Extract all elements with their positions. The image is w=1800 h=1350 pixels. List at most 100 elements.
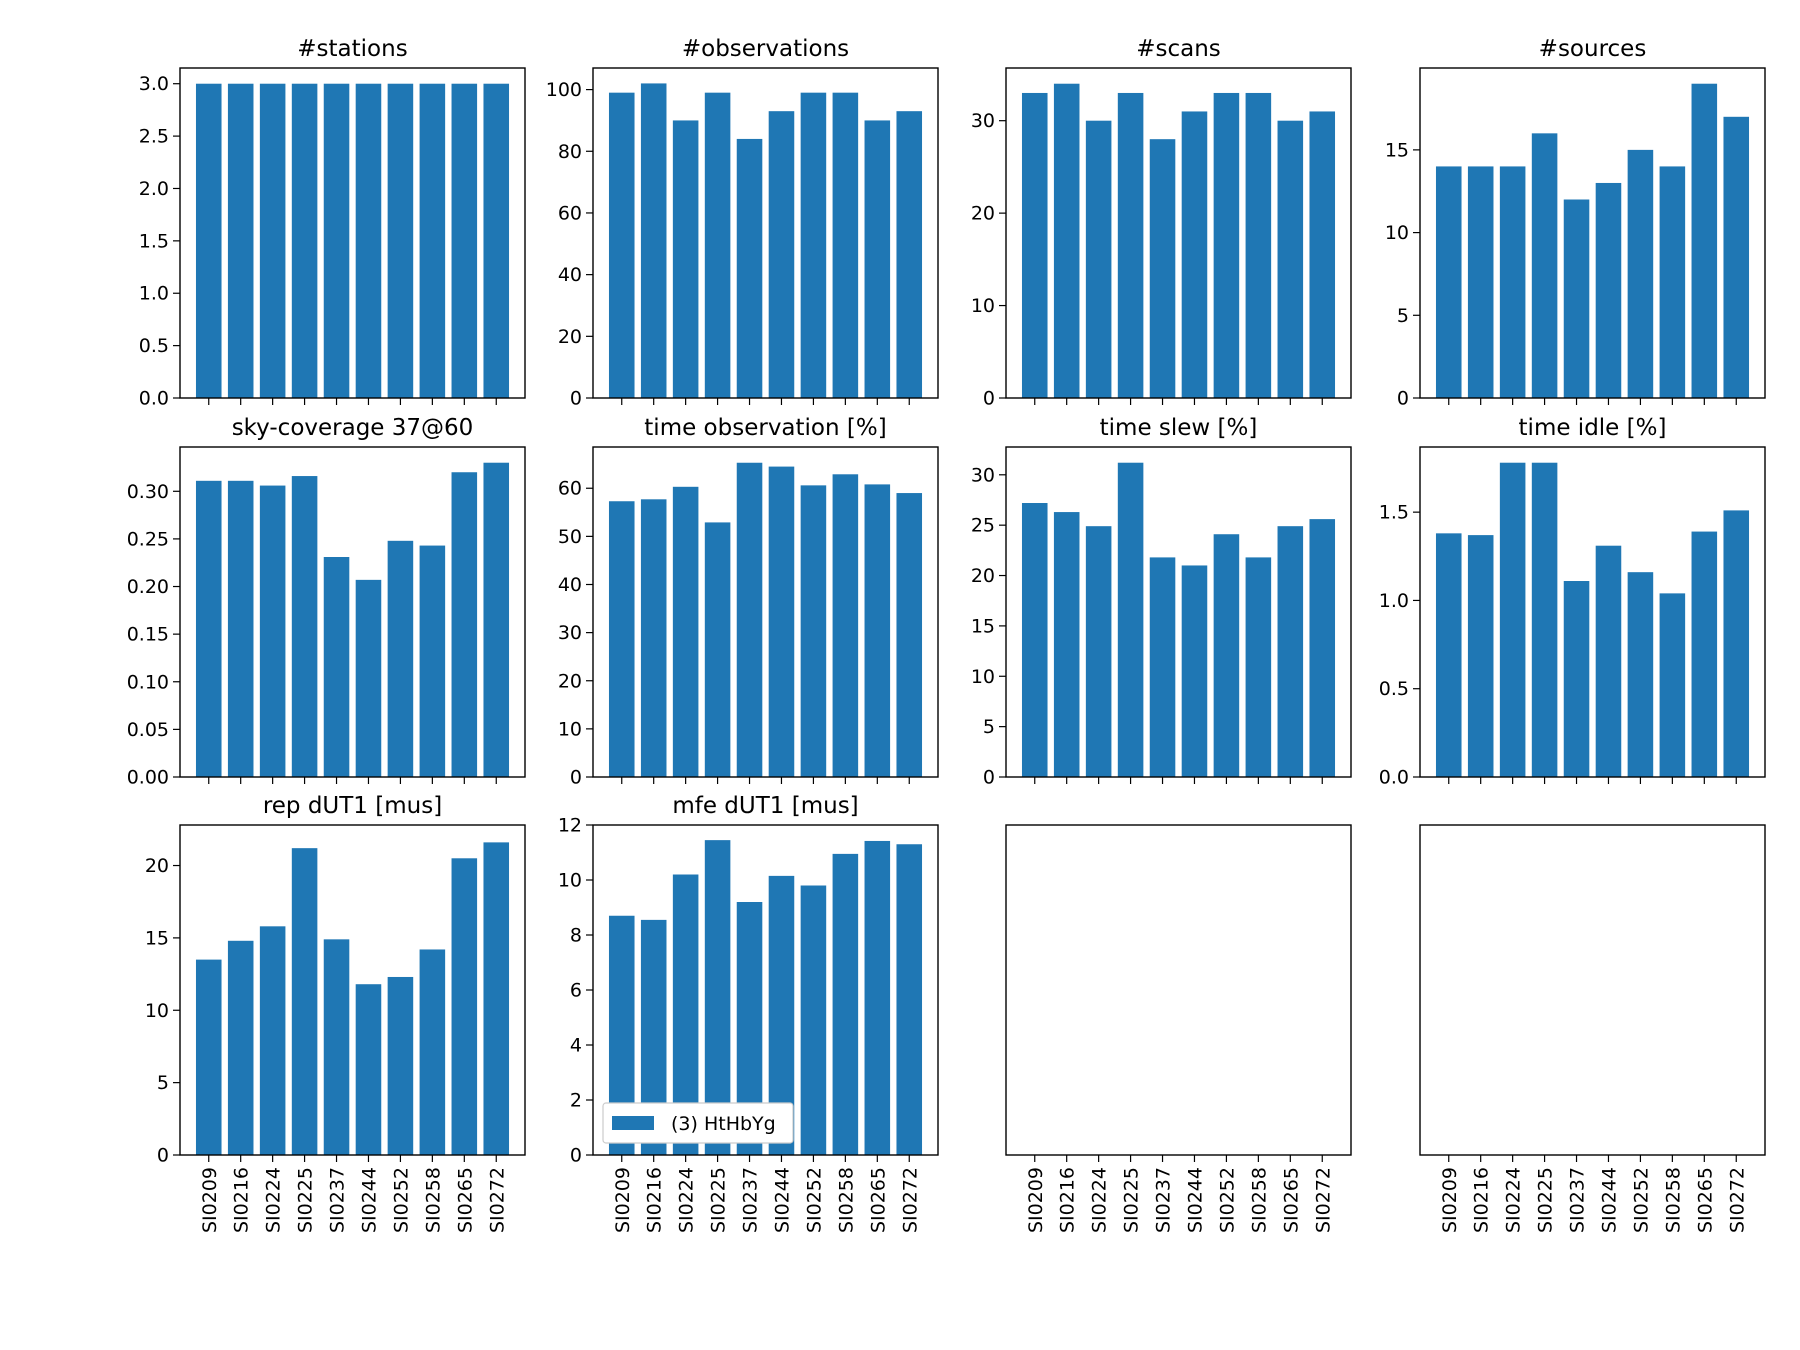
y-tick-label: 30 xyxy=(558,622,582,644)
bar-si0224 xyxy=(259,926,286,1155)
y-tick-label: 0.30 xyxy=(127,481,169,503)
y-tick-label: 0 xyxy=(570,388,582,410)
y-tick-label: 1.5 xyxy=(1379,502,1409,524)
bar-si0237 xyxy=(1563,199,1590,398)
bar-si0209 xyxy=(1021,503,1048,777)
x-tick-label-si0224: SI0224 xyxy=(676,1167,698,1233)
bar-si0258 xyxy=(419,83,446,399)
axes-frame xyxy=(1005,67,1352,399)
legend-swatch xyxy=(612,1116,654,1130)
x-tick-label-si0265: SI0265 xyxy=(454,1167,476,1233)
x-tick-label-si0258: SI0258 xyxy=(1248,1167,1270,1233)
y-tick-label: 20 xyxy=(971,565,995,587)
bar-si0252 xyxy=(1213,92,1240,399)
y-tick-label: 0 xyxy=(1397,388,1409,410)
y-tick-label: 20 xyxy=(558,670,582,692)
bar-si0244 xyxy=(1595,182,1622,398)
panel-10: 0 2 4 6 8 10 12 SI0209 SI0216 SI0224 SI0225 SI0237 S… xyxy=(558,793,939,1233)
y-tick-label: 30 xyxy=(971,110,995,132)
panel-4: 0 5 10 15 #sources xyxy=(1385,36,1766,410)
bar-si0272 xyxy=(1723,510,1750,777)
y-tick-label: 10 xyxy=(558,718,582,740)
bar-si0244 xyxy=(768,466,795,777)
y-tick-label: 2 xyxy=(570,1090,582,1112)
panel-title: sky-coverage 37@60 xyxy=(232,415,474,441)
x-tick-label-si0225: SI0225 xyxy=(295,1167,317,1233)
bar-si0209 xyxy=(1435,533,1462,777)
bar-si0252 xyxy=(800,92,827,399)
bar-si0209 xyxy=(195,83,222,399)
bar-si0225 xyxy=(1531,133,1558,398)
x-tick-label-si0244: SI0244 xyxy=(1184,1167,1206,1233)
bar-si0225 xyxy=(291,476,318,777)
y-tick-label: 10 xyxy=(145,1000,169,1022)
x-tick-label-si0224: SI0224 xyxy=(1089,1167,1111,1233)
x-tick-label-si0209: SI0209 xyxy=(1025,1167,1047,1233)
y-tick-label: 60 xyxy=(558,478,582,500)
x-tick-label-si0265: SI0265 xyxy=(867,1167,889,1233)
x-tick-label-si0209: SI0209 xyxy=(1439,1167,1461,1233)
x-tick-label-si0272: SI0272 xyxy=(1312,1167,1334,1233)
bar-si0237 xyxy=(323,83,350,399)
x-tick-label-si0252: SI0252 xyxy=(803,1167,825,1233)
bar-si0216 xyxy=(227,83,254,399)
axes-frame xyxy=(592,446,939,778)
axes-frame xyxy=(1005,446,1352,778)
bar-si0225 xyxy=(291,848,318,1155)
bar-si0224 xyxy=(672,486,699,777)
bar-si0225 xyxy=(1117,462,1144,777)
bar-si0209 xyxy=(608,92,635,399)
bar-si0265 xyxy=(1277,120,1304,398)
y-tick-label: 0.0 xyxy=(1379,767,1409,789)
bar-si0209 xyxy=(195,959,222,1155)
bar-si0244 xyxy=(1181,565,1208,777)
bar-si0258 xyxy=(1659,593,1686,777)
axes-frame xyxy=(1419,824,1766,1156)
bar-si0265 xyxy=(451,858,478,1155)
y-tick-label: 10 xyxy=(1385,222,1409,244)
x-tick-label-si0258: SI0258 xyxy=(835,1167,857,1233)
bar-si0237 xyxy=(1149,139,1176,398)
y-tick-label: 0 xyxy=(157,1145,169,1167)
y-tick-label: 0.00 xyxy=(127,767,169,789)
bar-si0216 xyxy=(1053,83,1080,399)
axes-frame xyxy=(1419,446,1766,778)
bar-si0224 xyxy=(1085,120,1112,398)
bar-si0237 xyxy=(323,939,350,1155)
bar-si0224 xyxy=(1085,526,1112,777)
y-tick-label: 3.0 xyxy=(139,73,169,95)
bar-si0237 xyxy=(736,462,763,777)
y-tick-label: 0.15 xyxy=(127,624,169,646)
bar-si0244 xyxy=(355,83,382,399)
y-tick-label: 5 xyxy=(983,716,995,738)
bar-si0244 xyxy=(355,579,382,777)
bar-si0224 xyxy=(259,83,286,399)
x-tick-label-si0209: SI0209 xyxy=(612,1167,634,1233)
bar-si0225 xyxy=(291,83,318,399)
y-tick-label: 15 xyxy=(971,615,995,637)
bar-si0252 xyxy=(800,485,827,777)
legend: (3) HtHbYg xyxy=(602,1102,794,1144)
panel-2: 0 20 40 60 80 100 #observations xyxy=(546,36,939,410)
x-tick-label-si0244: SI0244 xyxy=(358,1167,380,1233)
bar-si0252 xyxy=(387,540,414,777)
x-tick-label-si0244: SI0244 xyxy=(771,1167,793,1233)
x-tick-label-si0216: SI0216 xyxy=(1471,1167,1493,1233)
y-tick-label: 2.0 xyxy=(139,178,169,200)
y-tick-label: 5 xyxy=(157,1072,169,1094)
y-tick-label: 1.0 xyxy=(1379,590,1409,612)
x-tick-label-si0237: SI0237 xyxy=(1153,1167,1175,1233)
bar-si0244 xyxy=(1595,545,1622,777)
bar-si0224 xyxy=(672,120,699,399)
bar-si0216 xyxy=(1053,512,1080,777)
panel-title: #stations xyxy=(297,36,407,62)
bar-si0252 xyxy=(1213,534,1240,777)
bar-si0265 xyxy=(1691,83,1718,399)
bar-si0244 xyxy=(355,984,382,1155)
bar-si0272 xyxy=(896,844,923,1155)
y-tick-label: 0.20 xyxy=(127,576,169,598)
bar-si0272 xyxy=(483,842,510,1155)
bar-si0216 xyxy=(1467,535,1494,777)
y-tick-label: 0.10 xyxy=(127,671,169,693)
bar-si0252 xyxy=(1627,572,1654,777)
